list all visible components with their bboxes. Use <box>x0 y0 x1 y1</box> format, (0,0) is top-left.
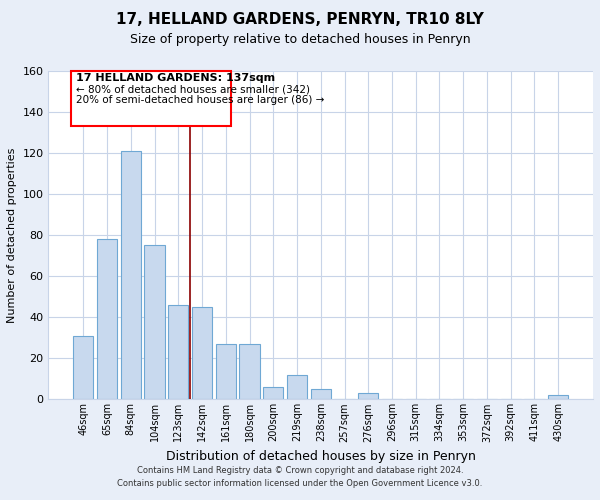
Bar <box>97 240 117 400</box>
Text: ← 80% of detached houses are smaller (342): ← 80% of detached houses are smaller (34… <box>76 84 310 94</box>
Y-axis label: Number of detached properties: Number of detached properties <box>7 148 17 323</box>
Bar <box>311 389 331 400</box>
Bar <box>548 396 568 400</box>
Bar <box>71 71 230 126</box>
Bar <box>73 336 94 400</box>
X-axis label: Distribution of detached houses by size in Penryn: Distribution of detached houses by size … <box>166 450 476 463</box>
Text: 17, HELLAND GARDENS, PENRYN, TR10 8LY: 17, HELLAND GARDENS, PENRYN, TR10 8LY <box>116 12 484 28</box>
Bar <box>145 246 164 400</box>
Bar <box>239 344 260 400</box>
Bar <box>287 375 307 400</box>
Bar <box>121 151 141 400</box>
Bar <box>192 307 212 400</box>
Bar <box>216 344 236 400</box>
Bar <box>263 387 283 400</box>
Bar <box>168 305 188 400</box>
Bar <box>358 394 379 400</box>
Text: Contains HM Land Registry data © Crown copyright and database right 2024.
Contai: Contains HM Land Registry data © Crown c… <box>118 466 482 487</box>
Text: 17 HELLAND GARDENS: 137sqm: 17 HELLAND GARDENS: 137sqm <box>76 73 275 83</box>
Text: 20% of semi-detached houses are larger (86) →: 20% of semi-detached houses are larger (… <box>76 94 325 104</box>
Text: Size of property relative to detached houses in Penryn: Size of property relative to detached ho… <box>130 32 470 46</box>
